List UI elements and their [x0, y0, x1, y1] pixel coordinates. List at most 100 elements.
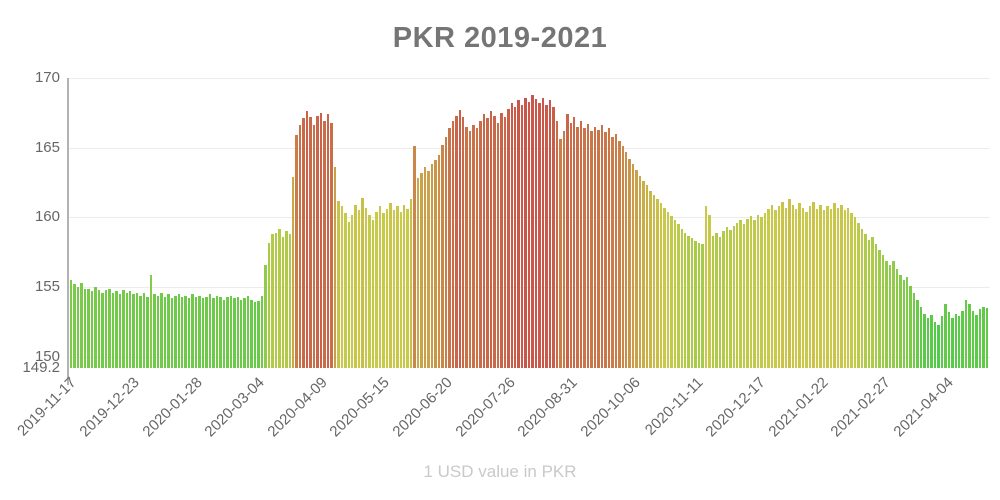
bar[interactable] — [312, 125, 316, 368]
bar[interactable] — [507, 108, 510, 368]
bar[interactable] — [618, 140, 621, 368]
bar[interactable] — [326, 114, 330, 368]
bar[interactable] — [784, 207, 788, 368]
bar[interactable] — [798, 203, 801, 368]
bar[interactable] — [496, 122, 500, 368]
bar[interactable] — [905, 277, 909, 368]
bar[interactable] — [767, 209, 770, 368]
bar[interactable] — [916, 299, 919, 368]
bar[interactable] — [264, 264, 267, 368]
bar[interactable] — [937, 324, 940, 368]
bar[interactable] — [926, 317, 930, 368]
bar[interactable] — [461, 117, 465, 368]
bar[interactable] — [83, 288, 87, 368]
bar[interactable] — [281, 236, 285, 368]
bar[interactable] — [385, 209, 389, 368]
bar[interactable] — [885, 260, 888, 368]
bar[interactable] — [416, 178, 420, 368]
bar[interactable] — [746, 218, 749, 368]
bar[interactable] — [736, 223, 739, 368]
bar[interactable] — [604, 132, 607, 368]
bar[interactable] — [409, 199, 413, 368]
bar[interactable] — [840, 204, 843, 368]
bar[interactable] — [399, 211, 402, 368]
bar[interactable] — [139, 295, 142, 368]
bar[interactable] — [229, 295, 233, 368]
bar[interactable] — [274, 232, 278, 368]
bar[interactable] — [118, 294, 122, 368]
bar[interactable] — [833, 203, 836, 368]
bar[interactable] — [198, 295, 201, 368]
bar[interactable] — [982, 306, 985, 368]
bar[interactable] — [704, 206, 708, 368]
bar[interactable] — [958, 316, 961, 368]
bar[interactable] — [468, 130, 472, 368]
bar[interactable] — [590, 130, 593, 368]
bar[interactable] — [912, 292, 916, 368]
bar[interactable] — [878, 249, 881, 368]
bar[interactable] — [923, 313, 926, 368]
bar[interactable] — [458, 110, 461, 368]
bar[interactable] — [607, 128, 611, 368]
bar[interactable] — [801, 207, 805, 368]
bar[interactable] — [593, 126, 597, 368]
bar[interactable] — [659, 203, 663, 368]
bar[interactable] — [857, 223, 860, 368]
bar[interactable] — [337, 200, 340, 368]
bar[interactable] — [964, 299, 968, 368]
bar[interactable] — [611, 136, 614, 368]
bar[interactable] — [961, 310, 964, 368]
bar[interactable] — [357, 210, 361, 368]
bar[interactable] — [444, 136, 448, 368]
bar[interactable] — [132, 294, 135, 368]
bar[interactable] — [108, 288, 111, 368]
bar[interactable] — [510, 103, 513, 368]
bar[interactable] — [361, 197, 364, 368]
bar[interactable] — [808, 206, 812, 368]
bar[interactable] — [392, 210, 396, 368]
bar[interactable] — [576, 126, 579, 368]
bar[interactable] — [87, 288, 90, 368]
bar[interactable] — [309, 117, 312, 368]
bar[interactable] — [302, 118, 305, 368]
bar[interactable] — [434, 160, 437, 368]
bar[interactable] — [316, 115, 319, 368]
bar[interactable] — [239, 299, 243, 368]
bar[interactable] — [864, 234, 867, 368]
bar[interactable] — [895, 269, 899, 368]
bar[interactable] — [701, 243, 704, 368]
bar[interactable] — [871, 236, 874, 368]
bar[interactable] — [739, 220, 742, 368]
bar[interactable] — [940, 316, 944, 368]
bar[interactable] — [472, 125, 475, 368]
bar[interactable] — [514, 107, 517, 368]
bar[interactable] — [333, 167, 337, 368]
bar[interactable] — [892, 260, 895, 368]
bar[interactable] — [978, 309, 982, 368]
bar[interactable] — [76, 287, 80, 368]
bar[interactable] — [97, 289, 101, 368]
bar[interactable] — [323, 121, 326, 368]
bar[interactable] — [663, 207, 666, 368]
bar[interactable] — [642, 181, 645, 368]
bar[interactable] — [718, 236, 722, 368]
bar[interactable] — [298, 125, 302, 368]
bar[interactable] — [677, 224, 680, 368]
bar[interactable] — [267, 242, 271, 368]
bar[interactable] — [260, 295, 264, 368]
bar[interactable] — [80, 282, 83, 368]
bar[interactable] — [493, 115, 496, 368]
bar[interactable] — [628, 158, 631, 368]
bar[interactable] — [774, 210, 777, 368]
bar[interactable] — [794, 209, 798, 368]
bar[interactable] — [951, 317, 954, 368]
bar[interactable] — [344, 213, 347, 368]
bar[interactable] — [867, 239, 871, 368]
bar[interactable] — [777, 206, 781, 368]
bar[interactable] — [791, 204, 794, 368]
bar[interactable] — [753, 220, 756, 368]
bar[interactable] — [566, 114, 569, 368]
bar[interactable] — [527, 101, 531, 368]
bar[interactable] — [652, 195, 656, 368]
bar[interactable] — [350, 214, 354, 368]
